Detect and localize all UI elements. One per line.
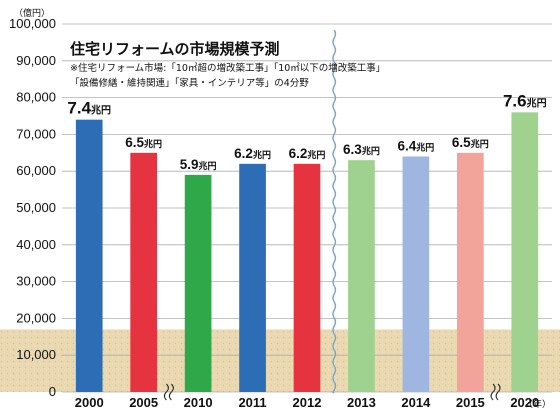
x-tick-label: 2015 bbox=[456, 395, 485, 410]
bar bbox=[130, 152, 158, 392]
y-tick-label: 70,000 bbox=[16, 126, 56, 141]
bar bbox=[402, 156, 430, 392]
x-tick-label: 2011 bbox=[238, 395, 266, 410]
bar-value-label: 7.4兆円 bbox=[67, 99, 111, 118]
y-tick-label: 0 bbox=[49, 384, 56, 399]
x-tick-label: 2012 bbox=[293, 395, 322, 410]
y-tick-label: 40,000 bbox=[16, 237, 56, 252]
y-tick-label: 50,000 bbox=[16, 200, 56, 215]
bar-value-label: 6.4兆円 bbox=[397, 138, 434, 153]
x-tick-label: 2010 bbox=[184, 395, 213, 410]
y-tick-label: 10,000 bbox=[16, 347, 56, 362]
bar bbox=[239, 163, 266, 392]
bar bbox=[184, 174, 212, 392]
axis-break-mark bbox=[163, 383, 174, 401]
x-tick-label: 2005 bbox=[129, 395, 158, 410]
bar-value-label: 6.5兆円 bbox=[452, 135, 489, 150]
y-tick-label: 90,000 bbox=[16, 53, 56, 68]
forecast-divider bbox=[332, 29, 337, 394]
bar-value-label: 6.5兆円 bbox=[125, 135, 162, 150]
bar-value-unit: 兆円 bbox=[362, 145, 380, 157]
bar-value-unit: 兆円 bbox=[307, 149, 325, 161]
bar bbox=[456, 152, 484, 392]
bar-value-unit: 兆円 bbox=[471, 138, 489, 150]
bar-value-unit: 兆円 bbox=[253, 149, 271, 161]
y-tick-label: 80,000 bbox=[16, 90, 56, 105]
chart-title: 住宅リフォームの市場規模予測 bbox=[70, 40, 280, 58]
y-tick-label: 30,000 bbox=[16, 274, 56, 289]
chart-note-line-2: 「設備修繕・維持関連」「家具・インテリア等」の4分野 bbox=[70, 77, 309, 89]
bar-value-label: 6.3兆円 bbox=[343, 142, 380, 157]
y-tick-label: 20,000 bbox=[16, 310, 56, 325]
bar bbox=[511, 112, 539, 392]
bar bbox=[75, 119, 103, 393]
bar-value-label: 7.6兆円 bbox=[503, 91, 547, 110]
bar-value-unit: 兆円 bbox=[198, 160, 216, 172]
y-tick-label: 60,000 bbox=[16, 163, 56, 178]
x-tick-label: 2014 bbox=[401, 395, 431, 410]
bar-value-label: 6.2兆円 bbox=[289, 146, 326, 161]
bar bbox=[293, 163, 321, 392]
x-tick-label: 2013 bbox=[347, 395, 376, 410]
bar bbox=[348, 160, 375, 392]
bar-value-unit: 兆円 bbox=[416, 141, 434, 153]
axis-break-mark bbox=[490, 383, 501, 401]
y-axis-unit: （億円） bbox=[14, 7, 50, 19]
y-tick-label: 100,000 bbox=[9, 16, 56, 31]
chart-note-line-1: ※住宅リフォーム市場:「10㎡超の増改築工事」「10㎡以下の増改築工事」 bbox=[70, 62, 385, 74]
bar-value-label: 6.2兆円 bbox=[234, 146, 271, 161]
bar-value-unit: 兆円 bbox=[91, 104, 111, 117]
bar-value-label: 5.9兆円 bbox=[180, 157, 217, 172]
bar-value-unit: 兆円 bbox=[527, 96, 547, 109]
bar-value-unit: 兆円 bbox=[144, 138, 162, 150]
x-tick-label: 2020 bbox=[510, 395, 539, 410]
x-axis-unit: （年） bbox=[524, 398, 551, 410]
x-tick-label: 2000 bbox=[75, 395, 104, 410]
